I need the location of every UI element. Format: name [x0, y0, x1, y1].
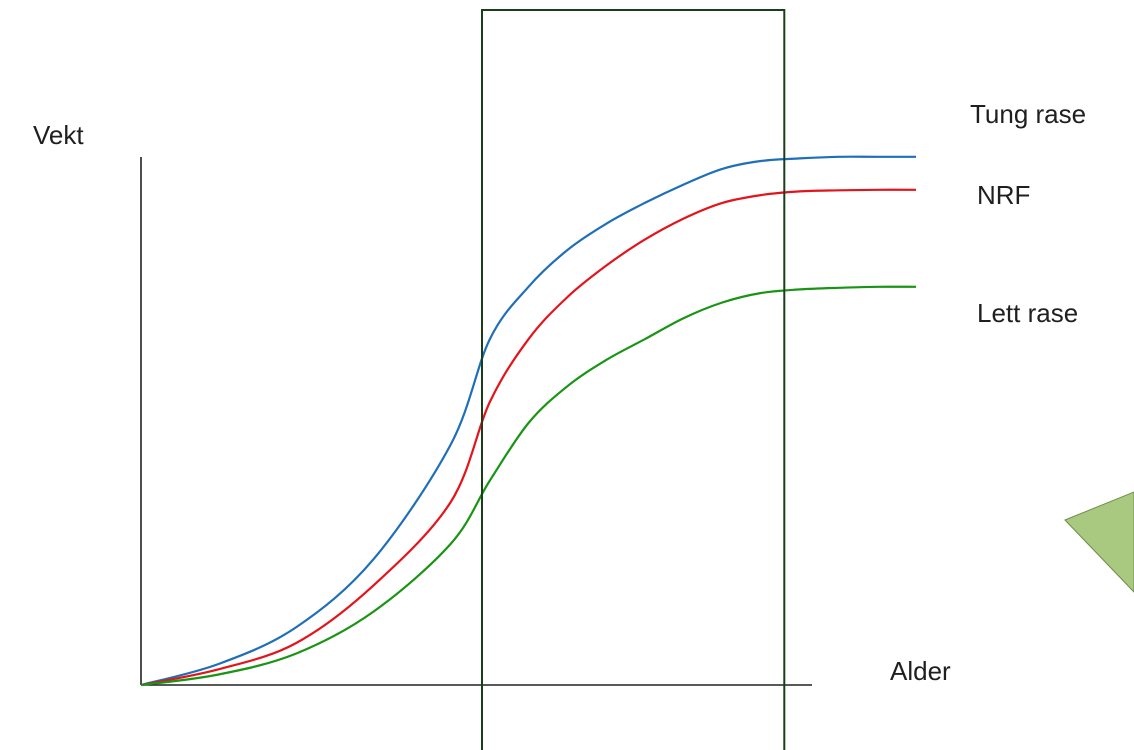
series-label-lett-rase: Lett rase [977, 298, 1078, 328]
x-axis-label: Alder [890, 656, 951, 686]
highlight-window-rect [481, 9, 786, 750]
pointer-triangle-icon [1064, 491, 1134, 593]
series-line-tung-rase [140, 155, 916, 687]
series-line-nrf [140, 188, 917, 687]
series-label-tung-rase: Tung rase [970, 99, 1086, 129]
series-label-nrf: NRF [977, 180, 1030, 210]
y-axis-label: Vekt [33, 120, 84, 150]
series-line-lett-rase [140, 285, 917, 687]
